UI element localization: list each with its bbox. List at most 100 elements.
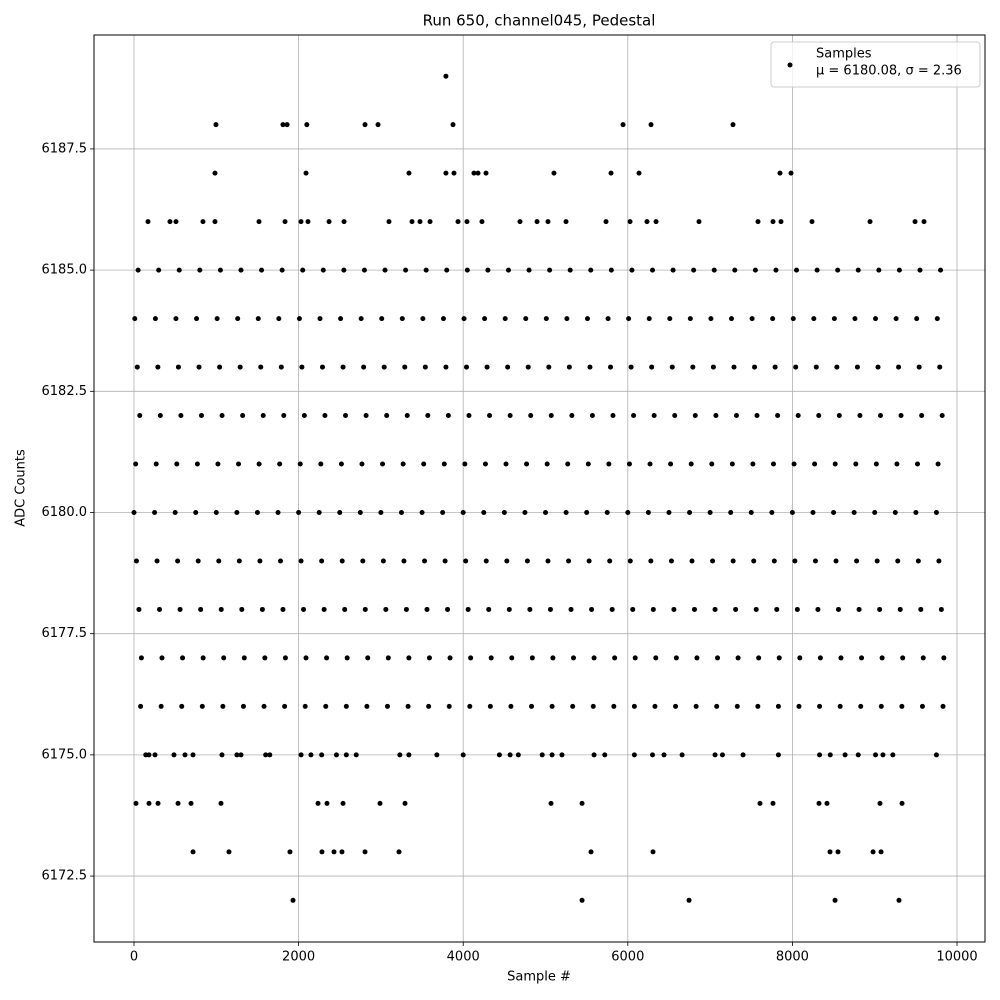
point <box>380 558 386 564</box>
chart-title: Run 650, channel045, Pedestal <box>423 12 656 30</box>
point <box>855 267 861 273</box>
point <box>734 703 740 709</box>
point <box>260 413 266 419</box>
point <box>751 558 757 564</box>
point <box>694 655 700 661</box>
point <box>919 703 925 709</box>
point <box>831 316 837 322</box>
point <box>256 219 262 225</box>
point <box>897 606 903 612</box>
point <box>770 316 776 322</box>
point <box>382 267 388 273</box>
point <box>591 752 597 758</box>
point <box>259 267 265 273</box>
point <box>827 752 833 758</box>
point <box>896 267 902 273</box>
point <box>534 219 540 225</box>
point <box>813 364 819 370</box>
point <box>690 364 696 370</box>
point <box>691 606 697 612</box>
point <box>626 316 632 322</box>
point <box>404 413 410 419</box>
point <box>319 364 325 370</box>
point <box>379 316 385 322</box>
point <box>444 267 450 273</box>
point <box>138 655 144 661</box>
point <box>749 316 755 322</box>
point <box>483 170 489 176</box>
point <box>508 703 514 709</box>
point <box>689 558 695 564</box>
point <box>240 703 246 709</box>
point <box>182 752 188 758</box>
point <box>515 752 521 758</box>
point <box>647 461 653 467</box>
point <box>198 606 204 612</box>
y-tick-label: 6180.0 <box>42 505 88 520</box>
point <box>748 509 754 515</box>
point <box>443 364 449 370</box>
point <box>496 752 502 758</box>
point <box>343 703 349 709</box>
point <box>686 897 692 903</box>
point <box>899 800 905 806</box>
point <box>715 655 721 661</box>
point <box>321 606 327 612</box>
point <box>420 316 426 322</box>
point <box>172 509 178 515</box>
point <box>505 267 511 273</box>
point <box>796 703 802 709</box>
point <box>460 509 466 515</box>
point <box>855 752 861 758</box>
x-tick-label: 0 <box>130 950 138 965</box>
y-tick-label: 6185.0 <box>42 263 88 278</box>
point <box>707 509 713 515</box>
point <box>912 219 918 225</box>
point <box>301 606 307 612</box>
point <box>711 267 717 273</box>
point <box>303 655 309 661</box>
point <box>817 703 823 709</box>
point <box>895 558 901 564</box>
point <box>939 413 945 419</box>
point <box>267 752 273 758</box>
point <box>173 316 179 322</box>
point <box>501 509 507 515</box>
point <box>282 655 288 661</box>
point <box>586 558 592 564</box>
point <box>729 461 735 467</box>
point <box>451 170 457 176</box>
point <box>671 606 677 612</box>
point <box>199 703 205 709</box>
point <box>899 703 905 709</box>
point <box>810 509 816 515</box>
point <box>443 170 449 176</box>
point <box>475 170 481 176</box>
point <box>176 267 182 273</box>
point <box>175 364 181 370</box>
point <box>177 606 183 612</box>
point <box>377 800 383 806</box>
point <box>934 316 940 322</box>
point <box>507 413 513 419</box>
point <box>916 364 922 370</box>
legend-label: Samples <box>816 47 872 62</box>
point <box>226 849 232 855</box>
point <box>696 219 702 225</box>
point <box>362 122 368 128</box>
point <box>197 267 203 273</box>
legend: Samples μ = 6180.08, σ = 2.36 <box>770 41 981 88</box>
point <box>179 703 185 709</box>
point <box>687 509 693 515</box>
point <box>543 316 549 322</box>
point <box>133 461 139 467</box>
point <box>455 219 461 225</box>
y-axis-label: ADC Counts <box>14 449 29 527</box>
point <box>155 364 161 370</box>
point <box>636 170 642 176</box>
point <box>290 897 296 903</box>
point <box>526 267 532 273</box>
point <box>626 461 632 467</box>
point <box>298 558 304 564</box>
point <box>173 219 179 225</box>
